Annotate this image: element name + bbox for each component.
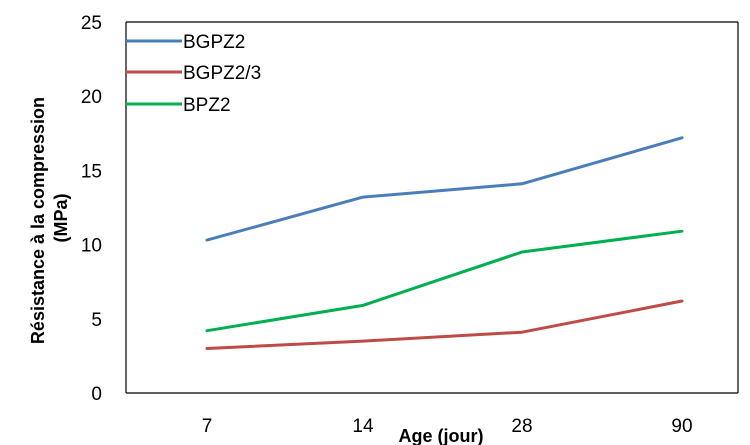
- y-tick-label: 25: [81, 13, 102, 34]
- series-lines: [205, 136, 684, 350]
- legend-label: BPZ2: [183, 95, 231, 116]
- series-line: [205, 299, 684, 350]
- x-tick-label: 7: [202, 416, 213, 437]
- legend-label: BGPZ2/3: [183, 63, 261, 84]
- x-axis-tick-labels: 7 14 28 90: [202, 416, 693, 437]
- series-line: [205, 136, 684, 242]
- plot-area: [125, 21, 739, 394]
- series-line: [205, 229, 684, 333]
- y-tick-label: 0: [91, 384, 102, 405]
- legend-label: BGPZ2: [183, 32, 245, 53]
- y-axis-title-line-1: Résistance à la compression: [28, 97, 48, 344]
- y-tick-label: 5: [91, 310, 102, 331]
- x-tick-label: 28: [511, 416, 532, 437]
- y-axis-title: Résistance à la compression (MPa): [28, 92, 71, 344]
- y-tick-label: 20: [81, 87, 102, 108]
- y-tick-label: 10: [81, 236, 102, 257]
- y-axis-title-line-2: (MPa): [51, 193, 71, 242]
- x-axis-title: Age (jour): [399, 426, 484, 445]
- y-tick-label: 15: [81, 161, 102, 182]
- y-axis-tick-labels: 0 5 10 15 20 25: [81, 13, 102, 405]
- x-tick-label: 90: [671, 416, 692, 437]
- x-tick-label: 14: [352, 416, 374, 437]
- legend: BGPZ2 BGPZ2/3 BPZ2: [126, 32, 261, 116]
